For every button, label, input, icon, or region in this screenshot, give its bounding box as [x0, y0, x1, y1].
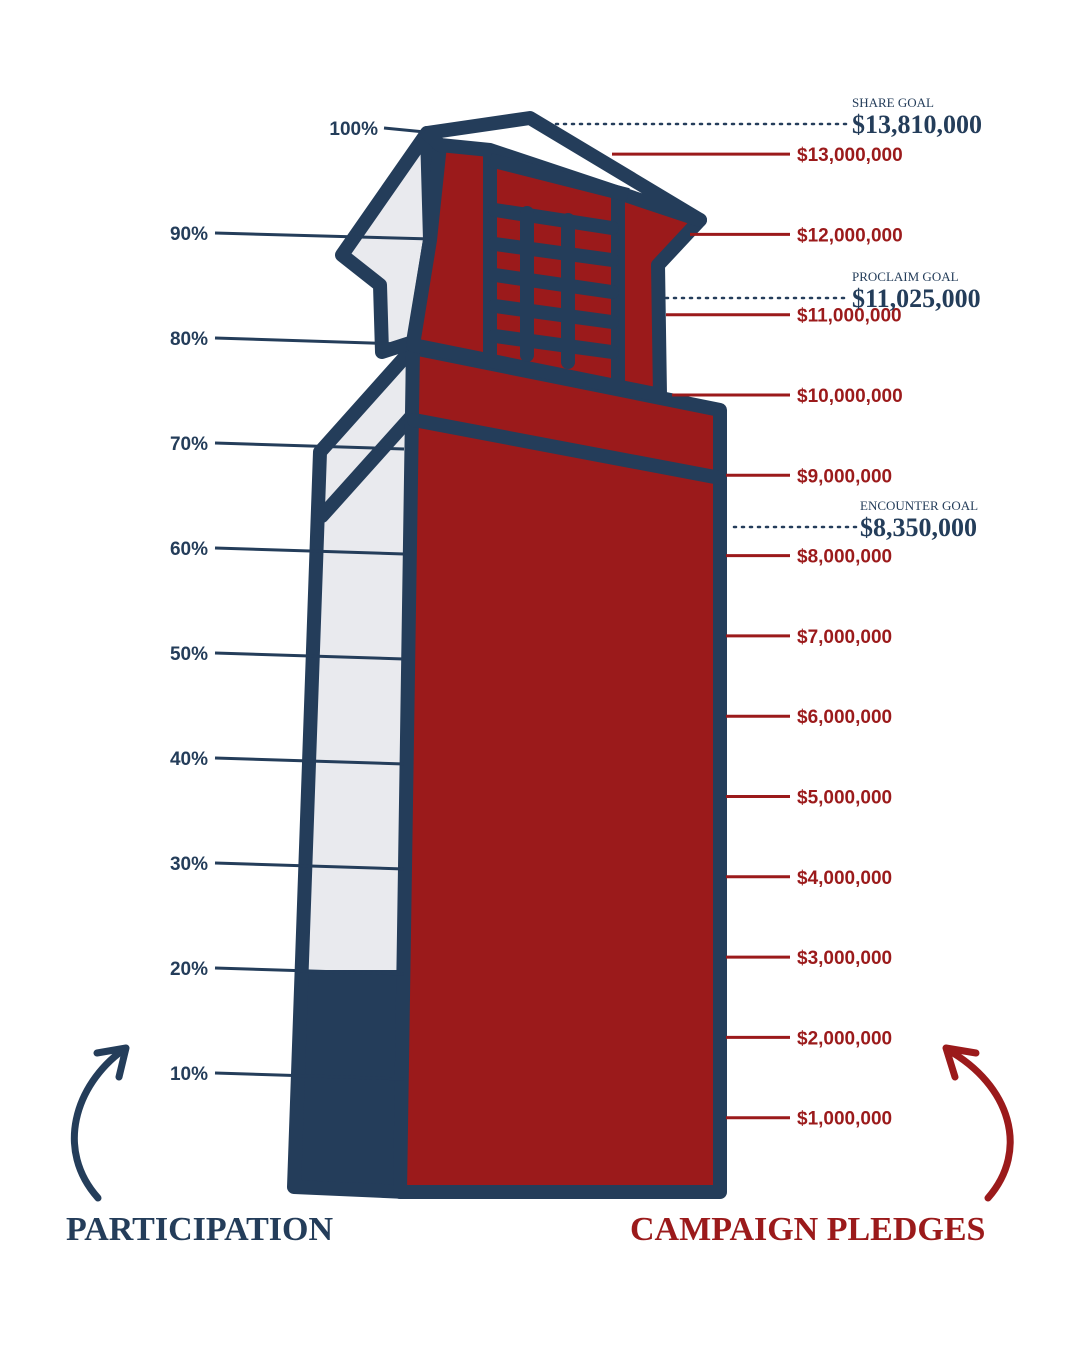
- pledge-tick-label: $1,000,000: [797, 1109, 892, 1130]
- participation-tick-label: 40%: [170, 749, 208, 770]
- tower-left-face: [294, 348, 413, 1192]
- pledge-tick-label: $11,000,000: [797, 306, 902, 327]
- pledge-tick-label: $3,000,000: [797, 948, 892, 969]
- participation-tick-line: [214, 546, 405, 556]
- goal-amount: $8,350,000: [860, 513, 977, 542]
- participation-tick-line: [214, 861, 405, 871]
- participation-label: PARTICIPATION: [66, 1211, 333, 1248]
- participation-arrow-icon: [70, 1044, 130, 1202]
- participation-fill: [294, 970, 413, 1192]
- campaign-pledges-label: CAMPAIGN PLEDGES: [630, 1211, 985, 1248]
- participation-tick-label: 80%: [170, 329, 208, 350]
- participation-tick-label: 100%: [329, 119, 378, 140]
- participation-tick-label: 10%: [170, 1064, 208, 1085]
- pledge-tick-label: $7,000,000: [797, 627, 892, 648]
- participation-tick-line: [214, 651, 405, 661]
- cupola-window: [488, 203, 619, 369]
- cupola-cornice: [488, 153, 630, 202]
- participation-tick-label: 90%: [170, 224, 208, 245]
- goal-name: SHARE GOAL: [852, 95, 934, 110]
- left-face-roof-edge: [315, 411, 417, 523]
- goal-markers: SHARE GOAL$13,810,000 PROCLAIM GOAL$11,02…: [554, 95, 982, 542]
- pledge-tick-label: $10,000,000: [797, 386, 903, 407]
- pledge-tick-label: $2,000,000: [797, 1028, 892, 1049]
- pledge-tick-label: $6,000,000: [797, 707, 892, 728]
- participation-tick-line: [214, 966, 405, 976]
- participation-tick-line: [214, 336, 401, 346]
- goal-amount: $13,810,000: [852, 110, 982, 139]
- pledges-arrow-icon: [942, 1044, 1014, 1202]
- participation-tick-label: 70%: [170, 434, 208, 455]
- participation-tick-line: [214, 441, 405, 451]
- participation-tick-label: 20%: [170, 959, 208, 980]
- participation-tick-line: [383, 126, 426, 134]
- goal-name: PROCLAIM GOAL: [852, 269, 959, 284]
- participation-axis: 10% 20% 30% 40% 50% 60% 70% 80% 90% 100%: [170, 119, 433, 1085]
- participation-tick-line: [214, 1071, 405, 1081]
- participation-tick-label: 30%: [170, 854, 208, 875]
- participation-tick-label: 50%: [170, 644, 208, 665]
- pledge-axis: $1,000,000 $2,000,000 $3,000,000 $4,000,000…: [612, 145, 903, 1130]
- pledge-tick-label: $13,000,000: [797, 145, 903, 166]
- pledge-tick-label: $8,000,000: [797, 547, 892, 568]
- goal-amount: $11,025,000: [852, 284, 981, 313]
- participation-tick-label: 60%: [170, 539, 208, 560]
- participation-tick-line: [214, 756, 405, 766]
- pledge-tick-label: $4,000,000: [797, 868, 892, 889]
- pledge-tick-label: $12,000,000: [797, 225, 903, 246]
- pledge-tick-label: $9,000,000: [797, 466, 892, 487]
- pledge-tick-label: $5,000,000: [797, 788, 892, 809]
- goal-name: ENCOUNTER GOAL: [860, 498, 978, 513]
- participation-tick-line: [214, 231, 433, 241]
- front-face-band-line: [407, 413, 727, 485]
